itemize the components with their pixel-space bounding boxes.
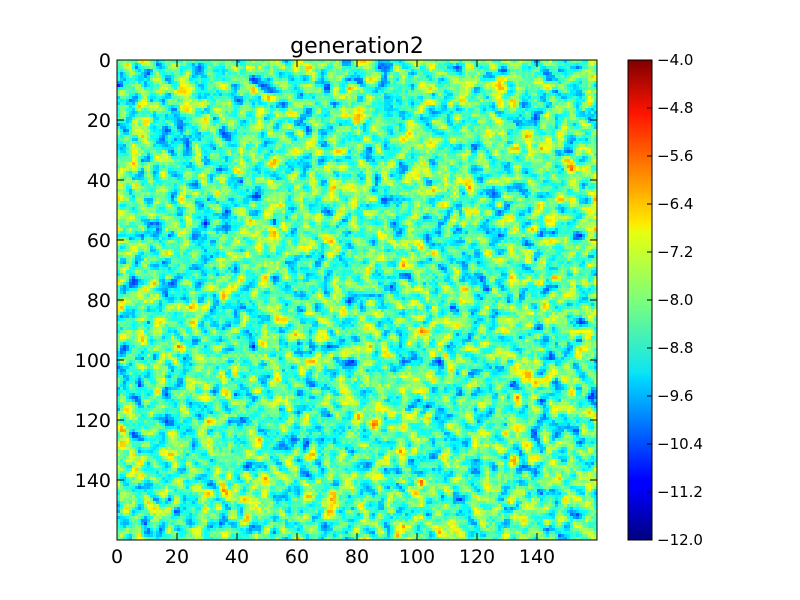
y-tick-label: 120 bbox=[75, 410, 111, 432]
x-tick-label: 20 bbox=[165, 546, 189, 568]
y-tick-label: 40 bbox=[87, 170, 111, 192]
colorbar-tick-label: −4.0 bbox=[657, 51, 693, 69]
colorbar-tick-label: −8.0 bbox=[657, 291, 693, 309]
colorbar-tick-label: −5.6 bbox=[657, 147, 693, 165]
x-tick-label: 0 bbox=[111, 546, 123, 568]
y-tick-label: 140 bbox=[75, 470, 111, 492]
colorbar-tick-label: −4.8 bbox=[657, 99, 693, 117]
heatmap-cells bbox=[117, 60, 597, 540]
y-tick-label: 20 bbox=[87, 110, 111, 132]
chart-title: generation2 bbox=[290, 34, 424, 59]
y-tick-label: 80 bbox=[87, 290, 111, 312]
y-tick-label: 60 bbox=[87, 230, 111, 252]
colorbar-tick-label: −9.6 bbox=[657, 387, 693, 405]
x-tick-label: 140 bbox=[519, 546, 555, 568]
x-tick-label: 120 bbox=[459, 546, 495, 568]
heatmap-plot-area bbox=[117, 60, 597, 540]
colorbar-tick-label: −7.2 bbox=[657, 243, 693, 261]
colorbar-tick-label: −8.8 bbox=[657, 339, 693, 357]
colorbar-tick-label: −12.0 bbox=[657, 531, 703, 549]
colorbar-tick-label: −6.4 bbox=[657, 195, 693, 213]
x-tick-label: 60 bbox=[285, 546, 309, 568]
x-tick-label: 40 bbox=[225, 546, 249, 568]
x-tick-label: 80 bbox=[345, 546, 369, 568]
y-axis: 0 20 40 60 80 100 120 140 bbox=[75, 50, 597, 492]
x-tick-label: 100 bbox=[399, 546, 435, 568]
x-axis: 0 20 40 60 80 100 120 140 bbox=[111, 60, 555, 568]
y-tick-label: 0 bbox=[99, 50, 111, 72]
y-tick-label: 100 bbox=[75, 350, 111, 372]
colorbar-axis: −4.0 −4.8 −5.6 −6.4 −7.2 −8.0 −8.8 −9.6 −10.4 −11… bbox=[647, 51, 703, 549]
colorbar-tick-label: −10.4 bbox=[657, 435, 703, 453]
colorbar-tick-label: −11.2 bbox=[657, 483, 703, 501]
